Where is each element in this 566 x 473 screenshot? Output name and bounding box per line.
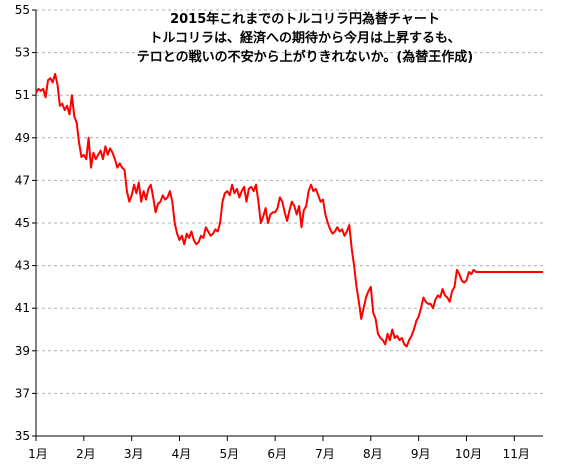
y-tick-label: 45 xyxy=(15,216,30,230)
series-line xyxy=(35,72,543,348)
x-tick-label: 1月 xyxy=(28,447,48,461)
x-tick-label: 3月 xyxy=(124,447,144,461)
y-tick-label: 35 xyxy=(15,429,30,443)
y-tick-label: 51 xyxy=(15,88,30,102)
y-tick-label: 37 xyxy=(15,386,30,400)
x-tick-label: 5月 xyxy=(220,447,240,461)
y-tick-label: 41 xyxy=(15,301,30,315)
x-tick-label: 7月 xyxy=(315,447,335,461)
y-tick-label: 47 xyxy=(15,173,30,187)
x-tick-label: 9月 xyxy=(411,447,431,461)
x-tick-label: 8月 xyxy=(363,447,383,461)
grid-lines xyxy=(36,9,543,394)
chart-title-line-3: テロとの戦いの不安から上がりきれないか。(為替王作成) xyxy=(137,49,474,65)
y-tick-label: 53 xyxy=(15,46,30,60)
x-tick-label: 11月 xyxy=(503,447,530,461)
y-tick-label: 39 xyxy=(15,344,30,358)
x-axis-tick-labels: 1月 2月 3月 4月 5月 6月 7月 8月 9月 10月 11月 xyxy=(28,447,530,461)
chart-axes xyxy=(32,9,543,441)
x-tick-label: 6月 xyxy=(267,447,287,461)
x-tick-label: 2月 xyxy=(76,447,96,461)
x-tick-label: 10月 xyxy=(455,447,482,461)
chart-title: 2015年これまでのトルコリラ円為替チャート トルコリラは、経済への期待から今月… xyxy=(137,11,474,65)
y-tick-label: 49 xyxy=(15,131,30,145)
x-tick-label: 4月 xyxy=(172,447,192,461)
chart-title-line-1: 2015年これまでのトルコリラ円為替チャート xyxy=(170,11,440,27)
y-tick-label: 43 xyxy=(15,259,30,273)
y-tick-label: 55 xyxy=(15,3,30,17)
series-group xyxy=(35,72,543,348)
y-axis-tick-labels: 35 37 39 41 43 45 47 49 51 53 55 xyxy=(15,3,30,443)
chart-title-line-2: トルコリラは、経済への期待から今月は上昇するも、 xyxy=(149,30,460,46)
